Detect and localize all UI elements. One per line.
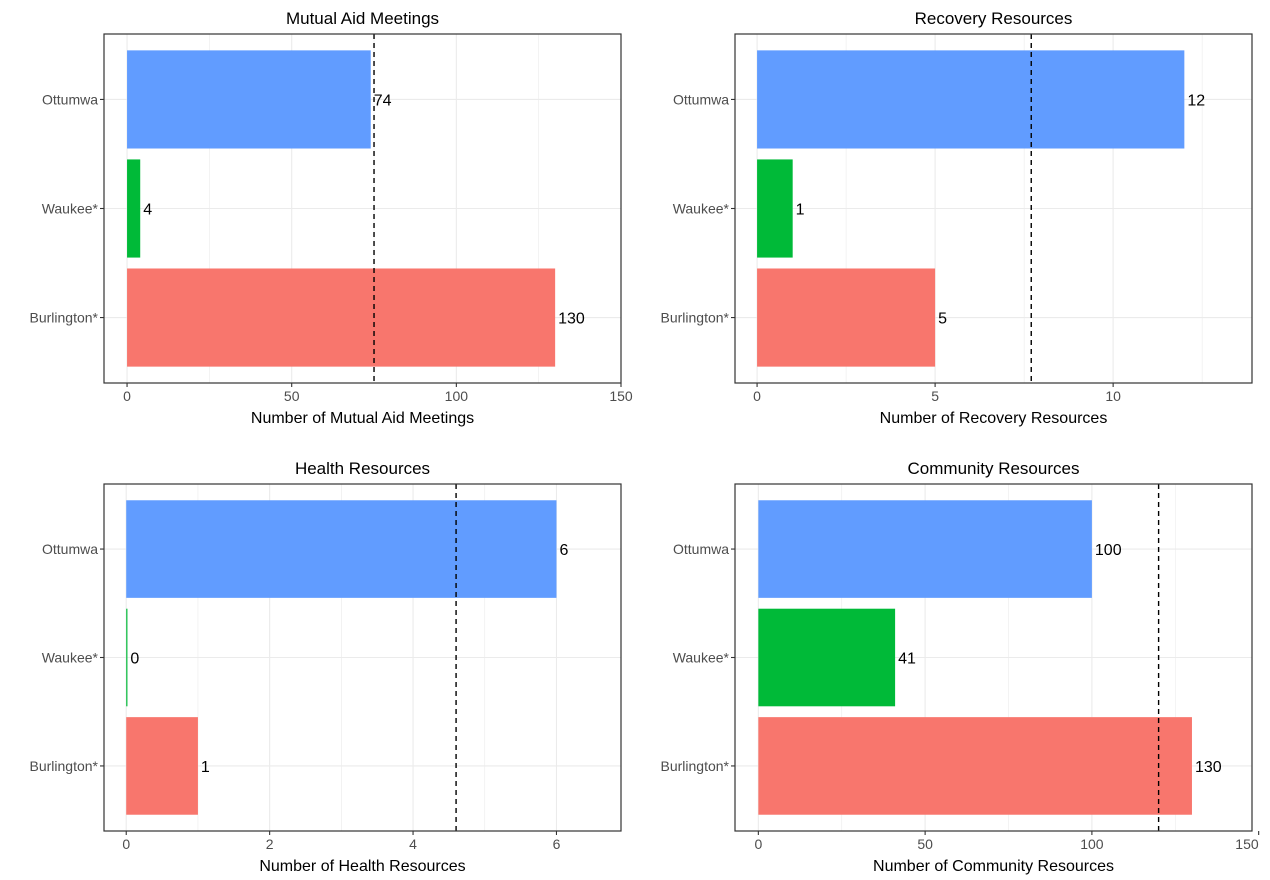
bar — [757, 159, 793, 258]
chart-panel: 100 41 130 Ottumwa Waukee* Burlington* 0 50 100 1… — [661, 459, 1260, 875]
bar-value-label: 100 — [1095, 542, 1122, 559]
x-tick-label: 0 — [122, 836, 130, 852]
y-tick-label: Burlington* — [30, 758, 99, 774]
x-axis-title: Number of Mutual Aid Meetings — [251, 410, 474, 427]
x-tick-label: 150 — [609, 388, 633, 404]
x-tick-label: 4 — [409, 836, 417, 852]
chart-title: Mutual Aid Meetings — [286, 9, 439, 28]
bar — [758, 500, 1092, 598]
bar — [127, 50, 371, 149]
x-tick-label: 6 — [553, 836, 561, 852]
y-tick-label: Ottumwa — [42, 541, 98, 557]
y-tick-label: Waukee* — [673, 650, 730, 666]
x-axis-title: Number of Health Resources — [259, 858, 465, 875]
bar — [757, 268, 936, 367]
bar-value-label: 130 — [1195, 759, 1222, 776]
bar-value-label: 6 — [559, 542, 568, 559]
y-tick-label: Waukee* — [673, 201, 730, 217]
bar-value-label: 12 — [1187, 92, 1205, 109]
y-tick-label: Waukee* — [42, 650, 99, 666]
y-tick-label: Ottumwa — [42, 91, 98, 107]
x-tick-label: 10 — [1105, 388, 1121, 404]
bar-value-label: 1 — [796, 202, 805, 219]
y-tick-label: Ottumwa — [673, 541, 729, 557]
x-axis-title: Number of Recovery Resources — [880, 410, 1108, 427]
x-tick-label: 100 — [1080, 836, 1104, 852]
x-tick-label: 2 — [266, 836, 274, 852]
y-tick-label: Ottumwa — [673, 91, 729, 107]
bar — [757, 50, 1185, 149]
y-tick-label: Burlington* — [30, 310, 99, 326]
x-tick-label: 100 — [445, 388, 469, 404]
x-tick-label: 0 — [123, 388, 131, 404]
x-tick-label: 50 — [284, 388, 300, 404]
chart-panel: 6 0 1 Ottumwa Waukee* Burlington* 0 2 4 6 Number o… — [30, 459, 622, 875]
bar-value-label: 130 — [558, 311, 585, 328]
x-tick-label: 0 — [753, 388, 761, 404]
chart-title: Community Resources — [908, 459, 1080, 478]
chart-panel: 12 1 5 Ottumwa Waukee* Burlington* 0 5 10 Number … — [661, 9, 1253, 427]
x-tick-label: 5 — [931, 388, 939, 404]
x-tick-label: 150 — [1235, 836, 1259, 852]
bar-value-label: 74 — [374, 92, 392, 109]
bar — [758, 717, 1192, 815]
x-tick-label: 0 — [754, 836, 762, 852]
bar — [126, 608, 128, 707]
y-tick-label: Burlington* — [661, 310, 730, 326]
bar — [126, 500, 557, 598]
bar — [127, 268, 556, 367]
bar-value-label: 5 — [938, 311, 947, 328]
chart-title: Health Resources — [295, 459, 430, 478]
chart-title: Recovery Resources — [915, 9, 1073, 28]
bar — [758, 608, 896, 707]
y-tick-label: Waukee* — [42, 201, 99, 217]
x-axis-title: Number of Community Resources — [873, 858, 1114, 875]
bar — [126, 717, 198, 815]
bar-value-label: 0 — [130, 651, 139, 668]
chart-panel: 74 4 130 Ottumwa Waukee* Burlington* 0 50 100 150… — [30, 9, 633, 427]
y-tick-label: Burlington* — [661, 758, 730, 774]
bar — [127, 159, 141, 258]
x-tick-label: 50 — [917, 836, 933, 852]
bar-value-label: 4 — [143, 202, 152, 219]
bar-value-label: 41 — [898, 651, 916, 668]
bar-value-label: 1 — [201, 759, 210, 776]
